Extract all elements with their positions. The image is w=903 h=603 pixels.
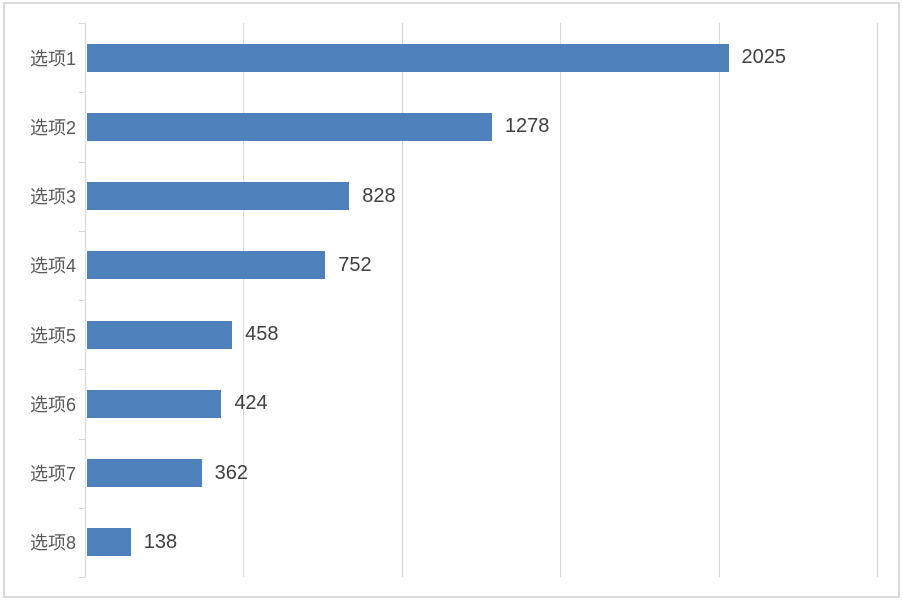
category-label: 选项7	[29, 464, 76, 485]
value-label: 362	[214, 461, 249, 484]
bar	[87, 528, 131, 557]
bar	[87, 43, 729, 72]
value-label: 138	[143, 530, 178, 553]
axis-tick-mark	[79, 577, 86, 578]
axis-tick-mark	[79, 369, 86, 371]
axis-tick-mark	[79, 300, 86, 301]
category-label: 选项3	[29, 187, 76, 208]
gridline	[560, 23, 562, 577]
gridline	[718, 23, 720, 577]
category-label: 选项5	[29, 325, 76, 346]
bar	[87, 389, 222, 418]
value-label: 458	[245, 323, 279, 346]
bar	[87, 112, 492, 141]
axis-tick-mark	[79, 438, 86, 440]
bar	[87, 320, 233, 349]
value-label: 752	[338, 253, 372, 276]
chart-frame	[3, 2, 900, 598]
value-label: 424	[234, 392, 268, 415]
category-label: 选项1	[29, 48, 76, 69]
bar	[87, 459, 202, 488]
gridline	[401, 23, 403, 577]
bar	[87, 182, 350, 211]
value-label: 828	[362, 184, 396, 207]
axis-tick-mark	[79, 161, 86, 163]
axis-tick-mark	[79, 230, 86, 232]
axis-tick-mark	[79, 92, 86, 94]
bar	[87, 251, 326, 280]
category-label: 选项6	[29, 394, 76, 415]
value-label: 1278	[504, 115, 550, 138]
category-label: 选项2	[29, 117, 76, 138]
category-label: 选项8	[29, 533, 76, 554]
gridline	[877, 23, 878, 577]
category-label: 选项4	[29, 256, 76, 277]
axis-tick-mark	[79, 507, 86, 509]
gridline	[243, 23, 245, 577]
value-label: 2025	[741, 46, 787, 69]
axis-tick-mark	[79, 23, 86, 24]
